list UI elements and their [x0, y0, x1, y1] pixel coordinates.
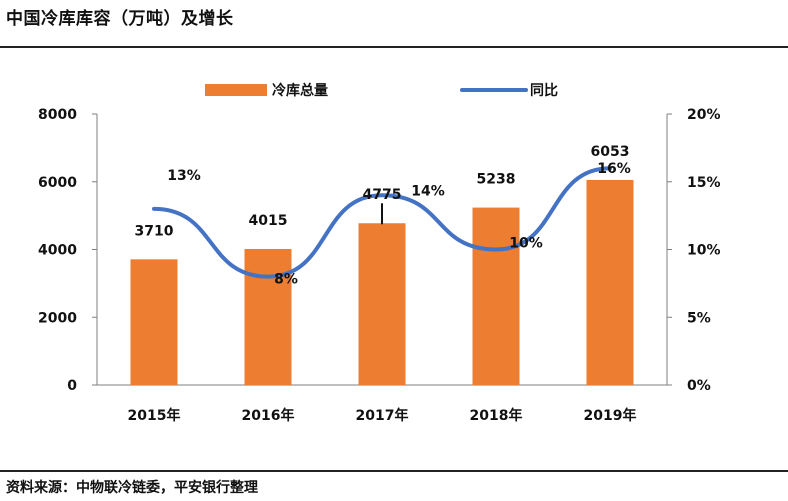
x-tick-label: 2018年 — [470, 407, 523, 424]
bar — [586, 179, 634, 385]
x-tick-label: 2016年 — [242, 407, 295, 424]
right-tick-label: 10% — [687, 243, 721, 259]
top-divider — [0, 46, 788, 48]
bar — [244, 248, 292, 385]
bar-series — [130, 179, 634, 385]
x-tick-label: 2019年 — [584, 407, 637, 424]
axes: 0 2000 4000 6000 8000 0% 5% 10% 15% 20% 2015年 2016年… — [38, 107, 720, 424]
left-tick-label: 8000 — [38, 107, 77, 123]
left-tick-label: 0 — [67, 378, 77, 394]
source-note: 资料来源：中物联冷链委，平安银行整理 — [6, 480, 258, 496]
right-tick-label: 0% — [687, 378, 711, 394]
line-series — [152, 166, 612, 279]
bar — [472, 207, 520, 385]
left-tick-label: 2000 — [38, 310, 77, 326]
bar-value-label: 3710 — [135, 223, 174, 239]
line-value-label: 14% — [411, 183, 445, 199]
bar-value-label: 4015 — [249, 213, 288, 229]
bar-value-label: 6053 — [591, 144, 630, 160]
trend-line — [152, 166, 612, 279]
legend-label-line: 同比 — [530, 82, 558, 99]
bottom-divider — [0, 470, 788, 472]
x-tick-label: 2015年 — [128, 407, 181, 424]
data-labels: 3710 4015 4775 5238 6053 13% 8% 14% 10% 16% — [135, 144, 631, 288]
line-value-label: 8% — [274, 272, 298, 288]
right-tick-label: 15% — [687, 175, 721, 191]
line-value-label: 10% — [509, 236, 543, 252]
bar-value-label: 5238 — [477, 172, 516, 188]
line-value-label: 13% — [167, 168, 201, 184]
line-value-label: 16% — [597, 161, 631, 177]
page-title: 中国冷库库容（万吨）及增长 — [6, 9, 234, 29]
legend-swatch-bar — [205, 84, 267, 96]
bar — [358, 223, 406, 385]
chart: 冷库总量 同比 0 2000 4000 6000 8000 0% 5% 10% 15% 20% 20… — [38, 82, 720, 424]
bar — [130, 259, 178, 385]
legend-label-bar: 冷库总量 — [272, 82, 328, 99]
left-tick-label: 6000 — [38, 175, 77, 191]
bar-value-label: 4775 — [363, 187, 402, 203]
right-tick-label: 20% — [687, 107, 721, 123]
x-tick-label: 2017年 — [356, 407, 409, 424]
right-tick-label: 5% — [687, 310, 711, 326]
chart-legend: 冷库总量 同比 — [205, 82, 558, 99]
left-tick-label: 4000 — [38, 243, 77, 259]
